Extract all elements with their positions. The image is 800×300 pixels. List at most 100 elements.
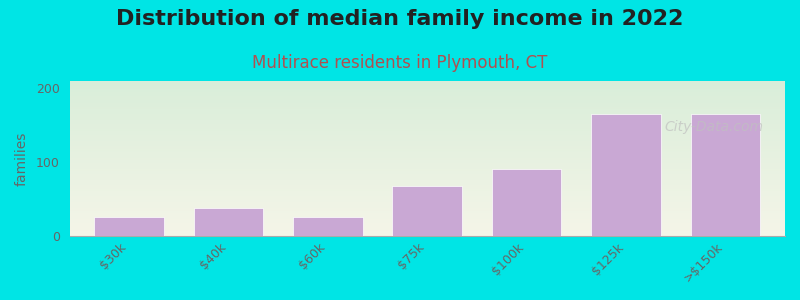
Bar (70, 110, 785, 112)
Bar (591, 114, 661, 236)
Bar (70, 98, 785, 100)
Bar (70, 213, 785, 214)
Bar (194, 208, 263, 236)
Bar (70, 155, 785, 157)
Bar (70, 200, 785, 202)
Bar (70, 222, 785, 224)
Bar (70, 193, 785, 194)
Bar (70, 141, 785, 143)
Text: Distribution of median family income in 2022: Distribution of median family income in … (116, 9, 684, 29)
Bar (70, 220, 785, 222)
Bar (70, 117, 785, 118)
Bar (70, 225, 785, 226)
Bar (70, 115, 785, 117)
Bar (70, 188, 785, 189)
Bar (70, 182, 785, 183)
Bar (70, 145, 785, 146)
Bar (70, 106, 785, 107)
Bar (70, 194, 785, 196)
Bar (70, 228, 785, 230)
Bar (70, 161, 785, 163)
Bar (70, 130, 785, 132)
Bar (70, 93, 785, 95)
Bar (70, 129, 785, 130)
Bar (70, 100, 785, 101)
Bar (70, 191, 785, 193)
Bar (70, 171, 785, 172)
Bar (70, 199, 785, 200)
Bar (70, 186, 785, 188)
Bar (70, 178, 785, 180)
Bar (393, 186, 462, 236)
Bar (70, 183, 785, 185)
Bar (70, 140, 785, 141)
Bar (70, 81, 785, 82)
Bar (70, 234, 785, 236)
Bar (70, 149, 785, 151)
Bar (70, 107, 785, 109)
Bar (70, 126, 785, 128)
Bar (70, 197, 785, 199)
Bar (70, 180, 785, 182)
Bar (70, 189, 785, 191)
Bar (70, 154, 785, 155)
Bar (70, 134, 785, 135)
Bar (70, 196, 785, 197)
Bar (70, 92, 785, 93)
Bar (492, 169, 562, 236)
Bar (70, 151, 785, 152)
Bar (70, 89, 785, 90)
Bar (70, 138, 785, 140)
Bar (70, 158, 785, 160)
Bar (70, 135, 785, 137)
Bar (70, 132, 785, 134)
Text: City-Data.com: City-Data.com (665, 120, 763, 134)
Bar (70, 97, 785, 98)
Bar (70, 185, 785, 186)
Bar (70, 101, 785, 103)
Bar (70, 211, 785, 213)
Bar (70, 84, 785, 86)
Bar (70, 219, 785, 220)
Bar (70, 233, 785, 234)
Bar (70, 216, 785, 217)
Bar (70, 87, 785, 89)
Bar (70, 124, 785, 126)
Bar (70, 85, 785, 87)
Bar (70, 118, 785, 120)
Bar (70, 123, 785, 124)
Bar (70, 137, 785, 138)
Bar (70, 152, 785, 154)
Bar (70, 177, 785, 178)
Y-axis label: families: families (15, 131, 29, 186)
Bar (70, 209, 785, 211)
Bar (70, 82, 785, 84)
Bar (70, 214, 785, 216)
Bar (70, 230, 785, 231)
Bar (70, 163, 785, 165)
Bar (70, 166, 785, 168)
Bar (70, 205, 785, 206)
Bar (70, 121, 785, 123)
Bar (70, 146, 785, 148)
Bar (70, 112, 785, 113)
Bar (70, 113, 785, 115)
Bar (70, 160, 785, 161)
Bar (70, 157, 785, 158)
Bar (70, 224, 785, 225)
Bar (70, 148, 785, 149)
Bar (293, 218, 362, 236)
Bar (70, 165, 785, 166)
Bar (70, 208, 785, 209)
Bar (70, 226, 785, 228)
Bar (70, 109, 785, 110)
Bar (70, 143, 785, 145)
Bar (70, 206, 785, 208)
Bar (70, 120, 785, 121)
Bar (70, 95, 785, 97)
Bar (70, 128, 785, 129)
Bar (94, 218, 164, 236)
Bar (70, 104, 785, 106)
Bar (70, 90, 785, 92)
Bar (70, 231, 785, 233)
